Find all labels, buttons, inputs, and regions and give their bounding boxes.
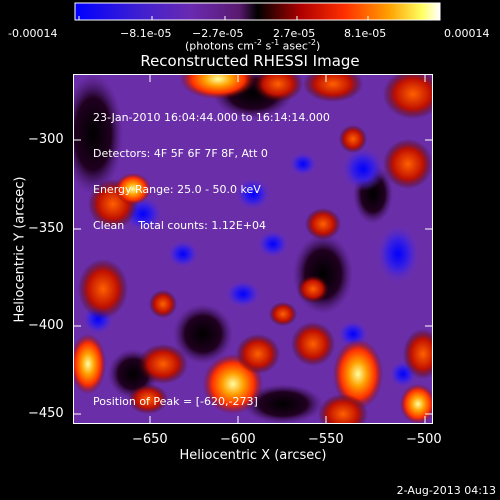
y-tick-label: −400 [28,318,64,333]
colorbar-tick-label: −8.1e-05 [120,27,172,40]
colorbar-gradient [74,2,441,21]
generation-timestamp: 2-Aug-2013 04:13 [396,484,496,497]
x-tick-label: −500 [406,432,442,447]
x-tick-label: −650 [132,432,168,447]
info-energy-range: Energy Range: 25.0 - 50.0 keV [93,183,261,196]
info-detectors: Detectors: 4F 5F 6F 7F 8F, Att 0 [93,147,268,160]
x-tick-label: −550 [308,432,344,447]
x-tick-label: −600 [220,432,256,447]
colorbar-tick-label: 2.7e-05 [273,27,316,40]
rhessi-image [73,74,433,424]
x-axis-title: Heliocentric X (arcsec) [179,448,327,463]
y-tick-label: −300 [28,132,64,147]
peak-position: Position of Peak = [-620,-273] [93,395,258,408]
y-axis-title: Heliocentric Y (arcsec) [12,176,28,323]
plot-area: 23-Jan-2010 16:04:44.000 to 16:14:14.000… [73,74,433,424]
info-counts: Clean Total counts: 1.12E+04 [93,219,267,232]
colorbar-tick-label: 0.00014 [444,27,490,40]
colorbar-tick-label: -0.00014 [8,27,58,40]
plot-title: Reconstructed RHESSI Image [140,52,360,70]
colorbar-units: (photons cm-2 s-1 asec-2) [185,38,321,53]
y-tick-label: −450 [28,406,64,421]
colorbar-tick-label: 8.1e-05 [344,27,387,40]
observation-info: 23-Jan-2010 16:04:44.000 to 16:14:14.000… [93,88,330,256]
colorbar: -0.00014 −8.1e-05 −2.7e-05 2.7e-05 8.1e-… [0,0,500,60]
y-tick-label: −350 [28,221,64,236]
info-time-range: 23-Jan-2010 16:04:44.000 to 16:14:14.000 [93,111,330,124]
colorbar-tick-label: −2.7e-05 [192,27,244,40]
